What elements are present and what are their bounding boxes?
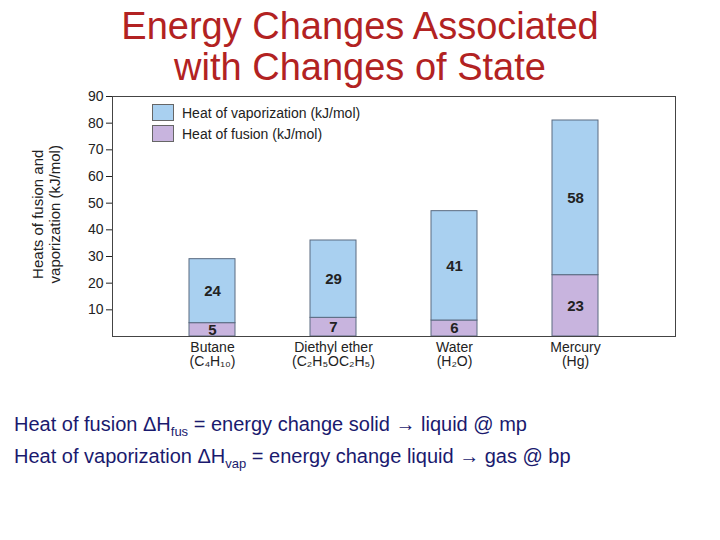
svg-text:80: 80 <box>88 115 104 131</box>
svg-text:10: 10 <box>88 301 104 317</box>
html-text:Heats of fusion and vaporizati: Heats of fusion and vaporization (kJ/mol… <box>28 145 63 284</box>
svg-text:Diethyl ether(C₂H₅OC₂H₅): Diethyl ether(C₂H₅OC₂H₅) <box>292 340 375 370</box>
svg-text:Mercury(Hg): Mercury(Hg) <box>550 340 601 370</box>
svg-text:24: 24 <box>204 282 221 299</box>
svg-text:90: 90 <box>88 88 104 104</box>
svg-text:7: 7 <box>329 318 337 335</box>
html-text:Heat of fusion (kJ/mol): Heat of fusion (kJ/mol) <box>182 125 323 142</box>
html-text:Heat of vaporization ΔHvap= en: Heat of vaporization ΔHvap= energy chang… <box>14 444 571 471</box>
svg-text:30: 30 <box>88 248 104 264</box>
svg-text:40: 40 <box>88 221 104 237</box>
html-text:Energy Changes Associated with: Energy Changes Associated with Changes o… <box>121 5 599 88</box>
svg-text:23: 23 <box>567 297 584 314</box>
svg-text:41: 41 <box>446 257 463 274</box>
svg-text:58: 58 <box>567 189 584 206</box>
svg-text:Water(H₂O): Water(H₂O) <box>436 340 473 370</box>
svg-text:70: 70 <box>88 141 104 157</box>
svg-text:5: 5 <box>208 321 216 338</box>
html-text:Heat of fusion ΔHfus= energy c: Heat of fusion ΔHfus= energy change soli… <box>14 413 527 440</box>
svg-text:60: 60 <box>88 168 104 184</box>
svg-text:50: 50 <box>88 195 104 211</box>
svg-text:29: 29 <box>325 270 342 287</box>
svg-text:6: 6 <box>450 319 458 336</box>
svg-text:20: 20 <box>88 275 104 291</box>
html-text:Heat of vaporization (kJ/mol): Heat of vaporization (kJ/mol) <box>182 104 361 121</box>
svg-text:Butane(C₄H₁₀): Butane(C₄H₁₀) <box>190 340 236 370</box>
